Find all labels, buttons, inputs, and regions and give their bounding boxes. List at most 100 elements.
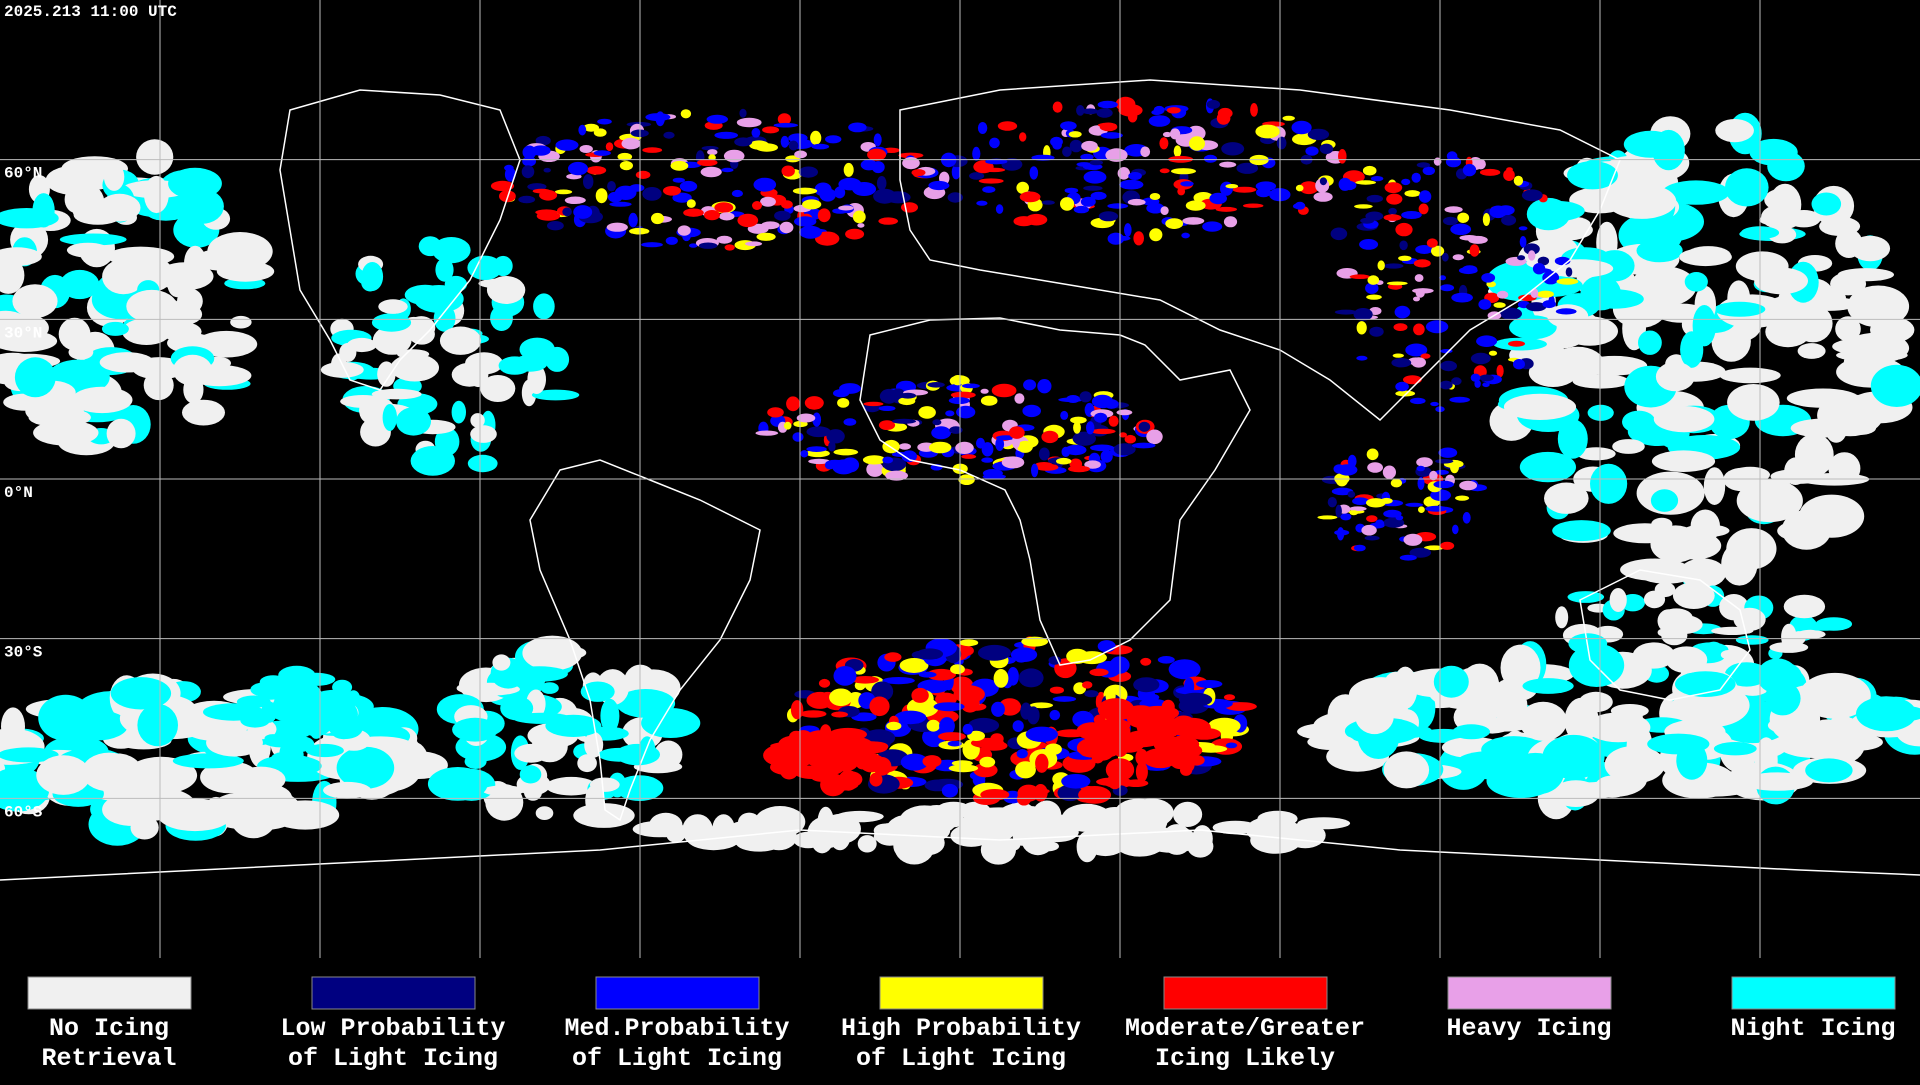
cloud-patch bbox=[336, 746, 395, 789]
cloud-patch bbox=[682, 814, 713, 846]
cloud-patch bbox=[833, 448, 859, 456]
cloud-patch bbox=[651, 212, 664, 225]
cloud-patch bbox=[1029, 702, 1053, 709]
cloud-patch bbox=[1352, 497, 1369, 506]
cloud-patch bbox=[947, 192, 963, 203]
cloud-patch bbox=[1327, 497, 1337, 508]
cloud-patch bbox=[527, 364, 546, 394]
cloud-patch bbox=[1530, 288, 1539, 299]
cloud-patch bbox=[672, 177, 685, 183]
cloud-patch bbox=[1031, 463, 1039, 478]
cloud-patch bbox=[81, 752, 137, 792]
latitude-labels: 60°N 30°N 0°N 30°S 60°S bbox=[4, 165, 43, 822]
cloud-patch bbox=[1113, 235, 1131, 241]
cloud-patch bbox=[1117, 167, 1131, 180]
cloud-patch bbox=[884, 652, 902, 662]
cloud-patch bbox=[901, 202, 918, 213]
cloud-patch bbox=[1415, 245, 1434, 254]
cloud-patch bbox=[607, 181, 616, 192]
cloud-patch bbox=[981, 442, 994, 457]
cloud-patch bbox=[1395, 381, 1409, 392]
cloud-patch bbox=[1049, 709, 1061, 721]
cloud-patch bbox=[71, 386, 133, 414]
cloud-patch bbox=[1462, 512, 1471, 524]
cloud-patch bbox=[716, 235, 733, 244]
cloud-patch bbox=[1451, 292, 1473, 303]
cloud-patch bbox=[1185, 200, 1206, 211]
cloud-patch bbox=[1072, 431, 1097, 446]
cloud-patch bbox=[98, 193, 141, 222]
cloud-patch bbox=[600, 698, 620, 734]
cloud-patch bbox=[1215, 206, 1238, 212]
cloud-patch bbox=[136, 139, 174, 175]
cloud-patch bbox=[1799, 672, 1871, 719]
cloud-patch bbox=[305, 743, 344, 758]
cloud-patch bbox=[871, 161, 885, 174]
cloud-patch bbox=[1151, 109, 1163, 115]
cloud-patch bbox=[1783, 594, 1826, 619]
cloud-patch bbox=[810, 130, 822, 145]
cloud-patch bbox=[1049, 686, 1064, 694]
legend-label: High Probability bbox=[841, 1014, 1081, 1043]
cloud-patch bbox=[941, 783, 959, 798]
cloud-patch bbox=[299, 759, 321, 769]
cloud-patch bbox=[1692, 305, 1717, 347]
cloud-patch bbox=[899, 392, 917, 399]
cloud-patch bbox=[1503, 169, 1515, 182]
cloud-patch bbox=[911, 687, 929, 703]
cloud-patch bbox=[310, 724, 323, 739]
cloud-patch bbox=[1401, 211, 1422, 219]
cloud-patch bbox=[1353, 308, 1373, 321]
cloud-patch bbox=[1457, 212, 1470, 223]
cloud-patch bbox=[1526, 302, 1547, 312]
cloud-patch bbox=[323, 781, 372, 799]
cloud-patch bbox=[825, 459, 845, 468]
cloud-patch bbox=[886, 721, 902, 731]
cloud-patch bbox=[617, 152, 633, 161]
cloud-patch bbox=[467, 255, 503, 280]
cloud-patch bbox=[1295, 184, 1304, 192]
legend-swatch bbox=[1731, 976, 1896, 1010]
cloud-patch bbox=[1506, 167, 1513, 172]
legend-swatch bbox=[595, 976, 760, 1010]
cloud-patch bbox=[1787, 210, 1821, 228]
cloud-patch bbox=[781, 165, 795, 177]
cloud-patch bbox=[1160, 206, 1169, 216]
cloud-patch bbox=[278, 681, 291, 696]
cloud-patch bbox=[1076, 105, 1085, 116]
cloud-patch bbox=[331, 725, 356, 740]
cloud-patch bbox=[524, 784, 542, 801]
cloud-patch bbox=[1528, 250, 1536, 261]
cloud-patch bbox=[845, 228, 865, 240]
cloud-patch bbox=[535, 209, 558, 216]
cloud-patch bbox=[1094, 412, 1108, 423]
cloud-patch bbox=[878, 405, 896, 411]
cloud-patch bbox=[1096, 108, 1113, 118]
cloud-patch bbox=[1452, 724, 1490, 740]
cloud-patch bbox=[1159, 168, 1170, 174]
cloud-patch bbox=[922, 755, 942, 768]
cloud-patch bbox=[1007, 667, 1019, 686]
cloud-patch bbox=[1713, 742, 1757, 756]
cloud-patch bbox=[1647, 733, 1710, 755]
cloud-patch bbox=[1060, 197, 1075, 211]
cloud-patch bbox=[579, 145, 593, 153]
cloud-patch bbox=[1595, 775, 1630, 798]
cloud-patch bbox=[1135, 761, 1148, 783]
coastlines bbox=[0, 79, 1920, 881]
cloud-patch bbox=[1194, 745, 1228, 753]
cloud-patch bbox=[540, 682, 559, 694]
latitude-label: 30°N bbox=[4, 324, 42, 342]
cloud-patch bbox=[1025, 726, 1058, 742]
cloud-patch bbox=[949, 426, 963, 434]
cloud-patch bbox=[1166, 107, 1181, 114]
cloud-patch bbox=[102, 259, 145, 295]
cloud-patch bbox=[1060, 121, 1077, 131]
cloud-patch bbox=[734, 137, 753, 147]
cloud-patch bbox=[833, 389, 850, 398]
cloud-patch bbox=[1489, 205, 1508, 219]
cloud-patch bbox=[1482, 213, 1490, 226]
legend-swatch bbox=[879, 976, 1044, 1010]
cloud-patch bbox=[1340, 513, 1352, 521]
cloud-patch bbox=[1052, 101, 1063, 113]
